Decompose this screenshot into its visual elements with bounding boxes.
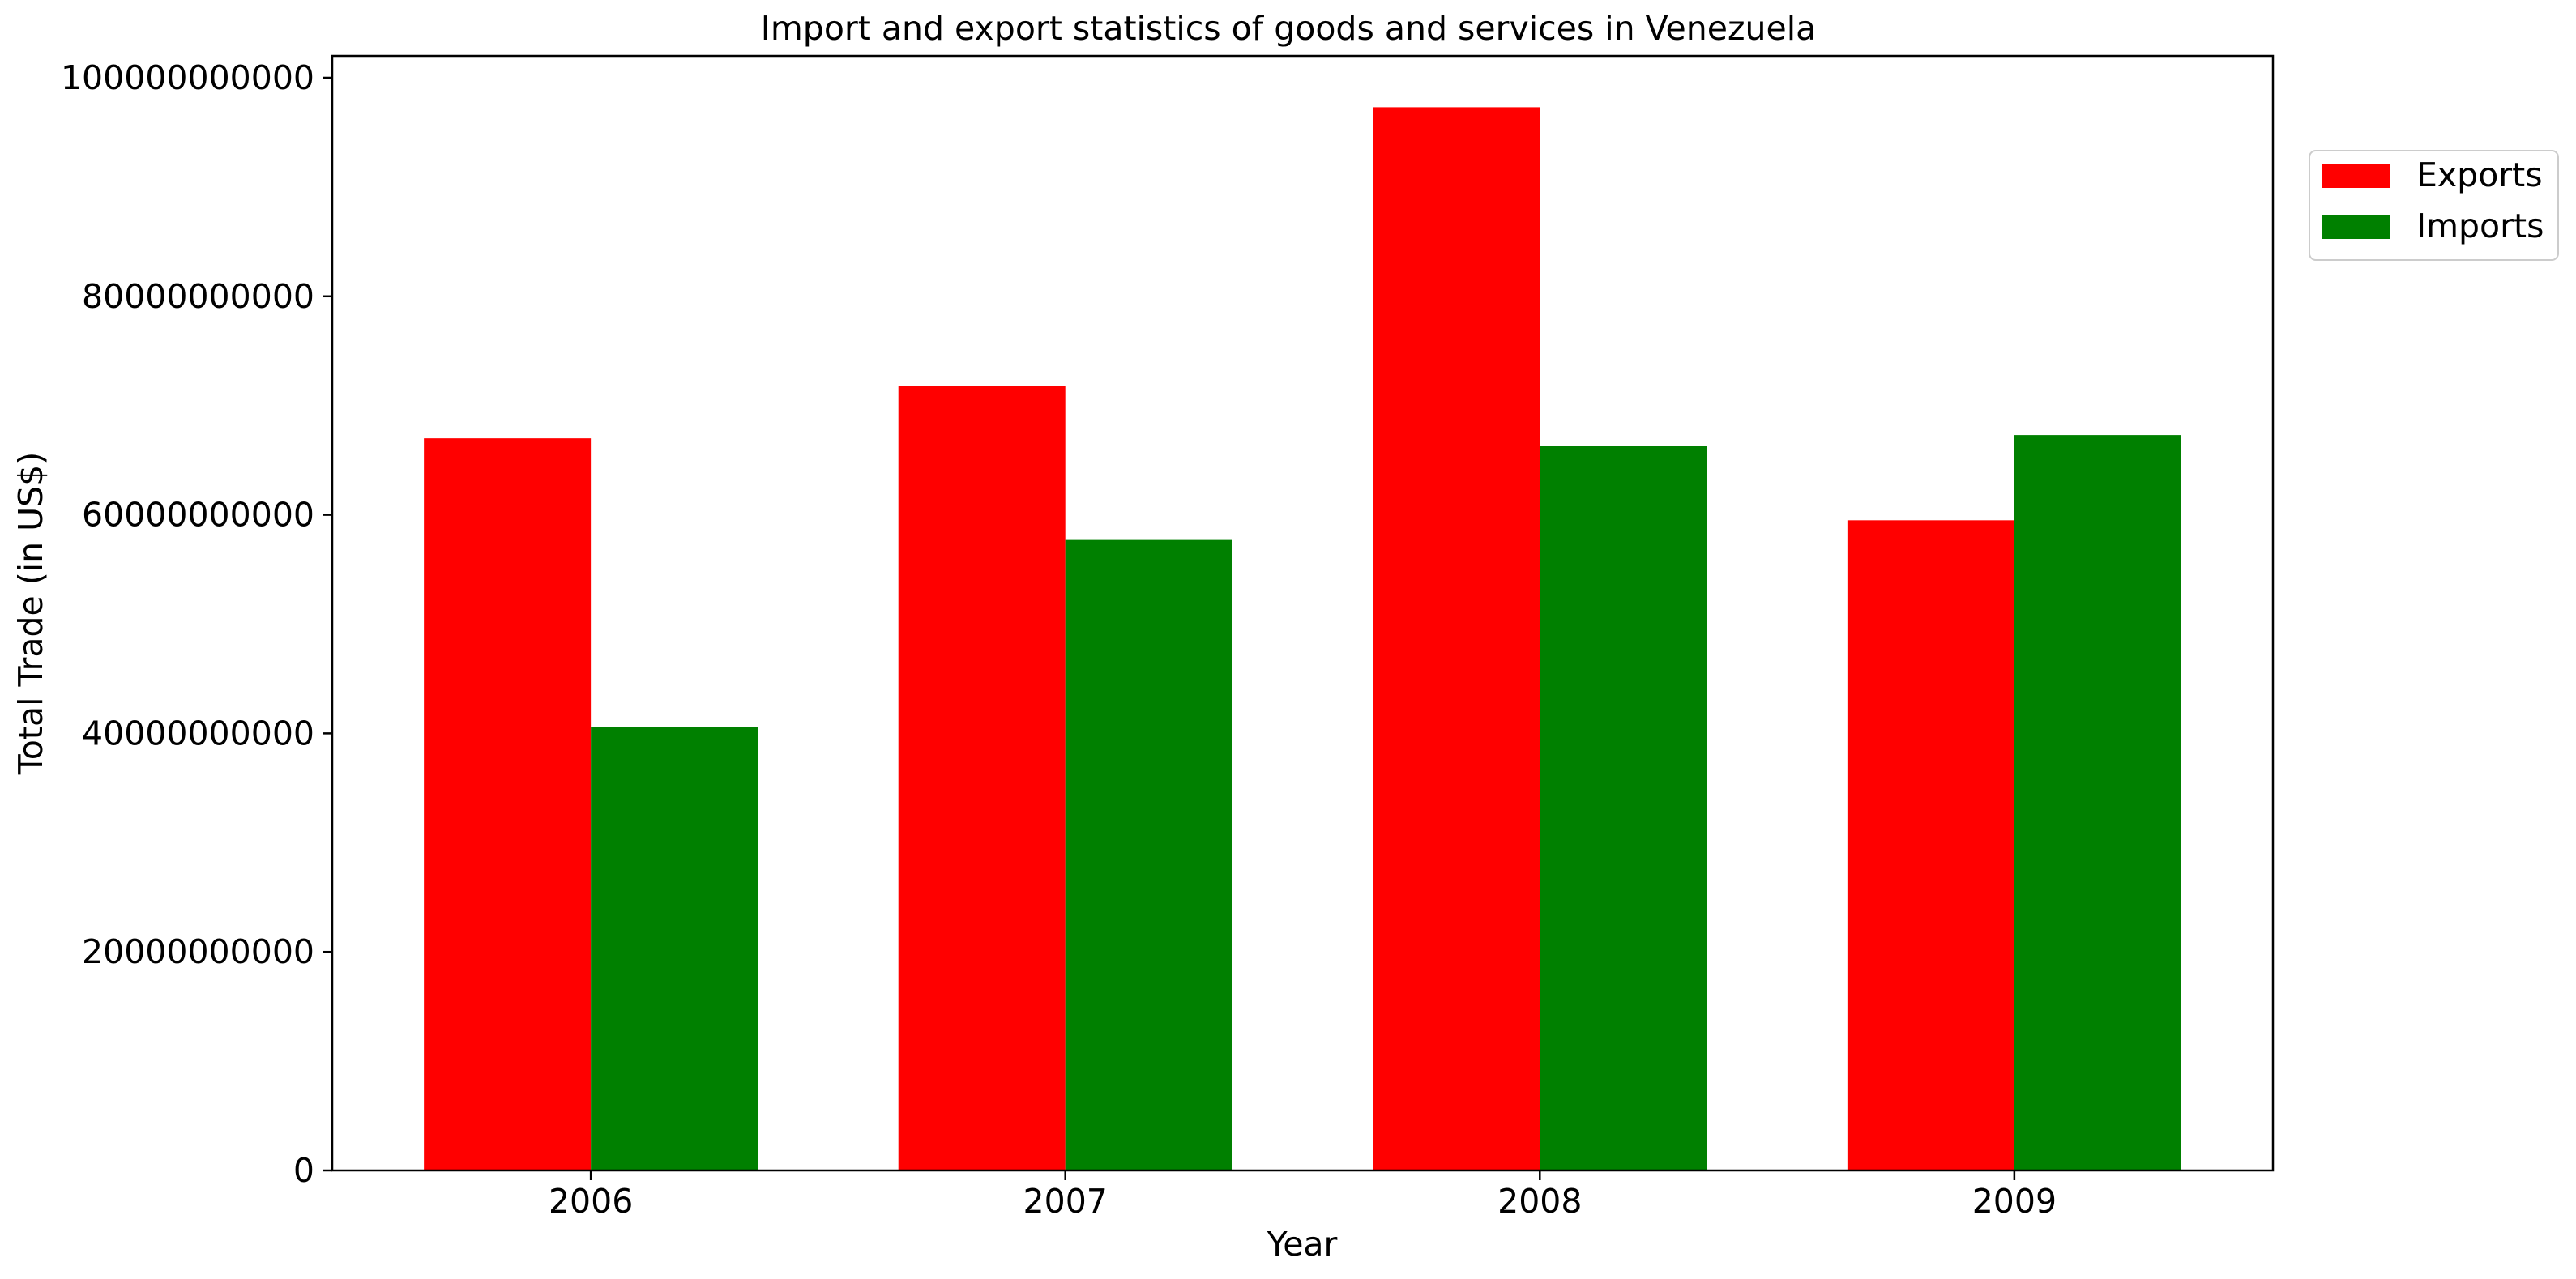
bar-exports-2006 <box>424 438 592 1170</box>
bar-imports-2006 <box>591 727 758 1170</box>
legend-label-exports: Exports <box>2416 156 2543 194</box>
bar-exports-2007 <box>898 386 1066 1170</box>
x-axis: 2006 2007 2008 2009 <box>549 1170 2057 1221</box>
bar-imports-2008 <box>1540 446 1707 1170</box>
x-tick-label: 2009 <box>1972 1182 2057 1221</box>
y-tick-label: 100000000000 <box>61 58 314 97</box>
y-tick-label: 20000000000 <box>82 932 314 971</box>
bar-exports-2009 <box>1847 520 2014 1170</box>
bar-imports-2009 <box>2014 435 2181 1170</box>
y-axis: 0 20000000000 40000000000 60000000000 800000… <box>61 58 332 1190</box>
legend-swatch-exports <box>2322 164 2390 188</box>
legend: Exports Imports <box>2309 150 2559 261</box>
plot-frame <box>331 54 2275 1172</box>
x-axis-label: Year <box>1267 1225 1338 1264</box>
y-tick-label: 80000000000 <box>82 277 314 316</box>
x-tick-label: 2006 <box>549 1182 633 1221</box>
y-axis-label: Total Trade (in US$) <box>11 452 50 776</box>
y-tick-label: 0 <box>293 1151 314 1190</box>
y-tick-label: 40000000000 <box>82 714 314 752</box>
x-tick-label: 2007 <box>1023 1182 1108 1221</box>
legend-label-imports: Imports <box>2416 207 2544 245</box>
y-tick-label: 60000000000 <box>82 496 314 535</box>
bar-imports-2007 <box>1065 539 1232 1170</box>
bar-exports-2008 <box>1373 107 1540 1170</box>
x-tick-label: 2008 <box>1497 1182 1582 1221</box>
chart-title: Import and export statistics of goods an… <box>761 9 1816 48</box>
bars-layer <box>424 107 2181 1170</box>
legend-swatch-imports <box>2322 215 2390 239</box>
